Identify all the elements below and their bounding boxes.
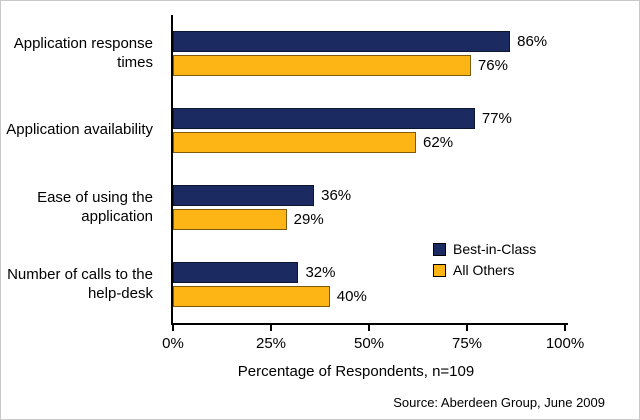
legend-swatch-all-others <box>433 263 446 277</box>
bar-pair: 36% 29% <box>173 185 565 230</box>
bar-pair: 86% 76% <box>173 31 565 76</box>
x-tick-mark <box>466 325 468 331</box>
value-label: 32% <box>305 264 336 281</box>
bar-rows: Application response times 86% 76% Applicat… <box>1 15 639 323</box>
x-tick-mark <box>564 325 566 331</box>
x-tick-label: 0% <box>162 335 184 352</box>
bar-line: 29% <box>173 209 565 230</box>
bar-pair: 32% 40% <box>173 262 565 307</box>
bar-best-in-class <box>173 262 299 283</box>
bar-best-in-class <box>173 31 511 52</box>
bar-pair: 77% 62% <box>173 108 565 153</box>
legend-label: Best-in-Class <box>453 241 537 257</box>
value-label: 40% <box>336 288 367 305</box>
x-tick-label: 25% <box>255 335 287 352</box>
x-tick-label: 50% <box>353 335 385 352</box>
bar-group: Application response times 86% 76% <box>1 31 639 76</box>
x-tick-mark <box>270 325 272 331</box>
x-tick-mark <box>172 325 174 331</box>
bar-line: 76% <box>173 55 565 76</box>
legend-label: All Others <box>453 262 515 278</box>
value-label: 77% <box>481 110 512 127</box>
source-note: Source: Aberdeen Group, June 2009 <box>393 395 605 410</box>
bar-line: 77% <box>173 108 565 129</box>
legend: Best-in-Class All Others <box>433 241 536 278</box>
bar-all-others <box>173 209 287 230</box>
category-label: Application availability <box>6 121 153 139</box>
bar-line: 36% <box>173 185 565 206</box>
legend-swatch-best-in-class <box>433 242 446 256</box>
category-label: Application response times <box>13 34 153 71</box>
bar-all-others <box>173 286 330 307</box>
y-axis-line <box>171 15 173 325</box>
x-tick-mark <box>368 325 370 331</box>
x-tick-label: 100% <box>545 335 585 352</box>
legend-item: Best-in-Class <box>433 241 536 257</box>
value-label: 62% <box>423 134 454 151</box>
value-label: 36% <box>321 187 352 204</box>
value-label: 29% <box>293 211 324 228</box>
x-axis-line <box>171 323 568 325</box>
x-axis-title: Percentage of Respondents, n=109 <box>237 363 475 380</box>
value-label: 86% <box>517 33 548 50</box>
bar-line: 32% <box>173 262 565 283</box>
bar-best-in-class <box>173 185 315 206</box>
bar-group: Ease of using the application 36% 29% <box>1 185 639 230</box>
bar-group: Application availability 77% 62% <box>1 108 639 153</box>
bar-line: 62% <box>173 132 565 153</box>
value-label: 76% <box>477 57 508 74</box>
bar-all-others <box>173 132 417 153</box>
bar-group: Number of calls to the help-desk 32% 40% <box>1 262 639 307</box>
bar-line: 40% <box>173 286 565 307</box>
bar-line: 86% <box>173 31 565 52</box>
bar-best-in-class <box>173 108 475 129</box>
x-axis-ticks: 0% 25% 50% 75% 100% <box>162 325 584 365</box>
x-tick-label: 75% <box>451 335 483 352</box>
legend-item: All Others <box>433 262 536 278</box>
category-label: Ease of using the application <box>37 188 153 225</box>
bar-all-others <box>173 55 471 76</box>
category-label: Number of calls to the help-desk <box>7 265 153 302</box>
